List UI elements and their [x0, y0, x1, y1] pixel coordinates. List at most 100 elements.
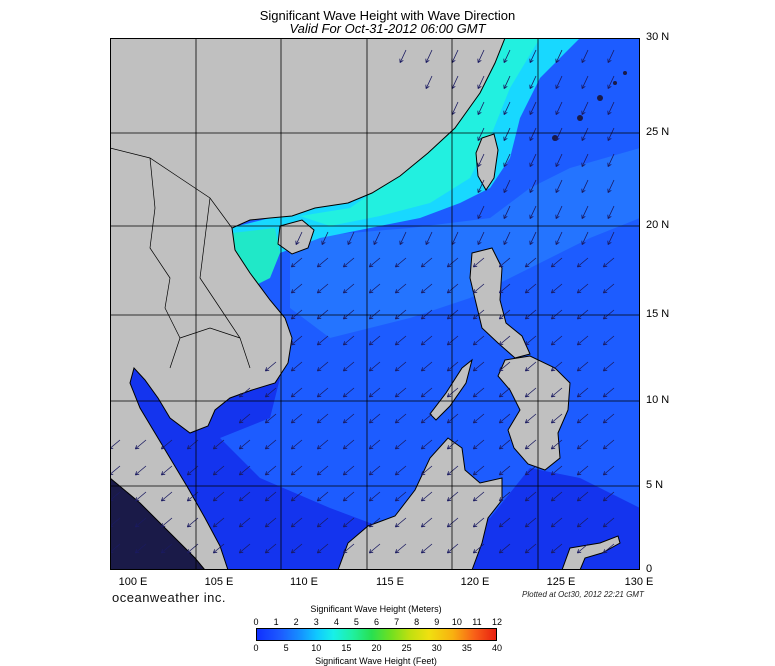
- wave-direction-arrow: [555, 75, 563, 90]
- sea-mid-zone: [290, 148, 640, 338]
- wave-direction-arrow: [420, 491, 433, 502]
- wave-direction-arrow: [550, 517, 563, 528]
- wave-direction-arrow: [399, 231, 407, 246]
- wave-direction-arrow: [347, 231, 355, 246]
- legend-meter-tick: 4: [333, 617, 339, 627]
- wave-direction-arrow: [394, 439, 407, 450]
- wave-direction-arrow: [290, 387, 303, 398]
- land-sumatra: [110, 477, 206, 570]
- wave-direction-arrow: [290, 309, 303, 320]
- wave-direction-arrow: [602, 335, 615, 346]
- wave-direction-arrow: [290, 465, 303, 476]
- wave-direction-arrow: [607, 101, 615, 116]
- wave-direction-arrow: [498, 387, 511, 398]
- wave-direction-arrow: [550, 439, 563, 450]
- wave-direction-arrow: [394, 465, 407, 476]
- wave-direction-arrow: [602, 361, 615, 372]
- lon-label-110e: 110 E: [290, 576, 318, 588]
- wave-direction-arrow: [238, 439, 251, 450]
- wave-direction-arrow: [316, 413, 329, 424]
- land-ryukyu: [552, 71, 627, 141]
- wave-direction-arrow: [342, 387, 355, 398]
- legend-meter-tick: 10: [451, 617, 462, 627]
- wave-direction-arrow: [550, 257, 563, 268]
- lat-label-25n: 25 N: [646, 126, 670, 138]
- legend-title-meters: Significant Wave Height (Meters): [310, 604, 442, 614]
- wave-direction-arrow: [472, 543, 485, 554]
- wave-direction-arrow: [342, 465, 355, 476]
- wave-direction-arrow: [316, 543, 329, 554]
- wave-direction-arrow: [472, 387, 485, 398]
- wave-direction-arrow: [581, 231, 589, 246]
- wave-direction-arrow: [524, 387, 537, 398]
- wave-direction-arrow: [529, 179, 537, 194]
- wave-direction-arrow: [602, 309, 615, 320]
- lon-label-115e: 115 E: [376, 576, 404, 588]
- wave-direction-arrow: [607, 205, 615, 220]
- wave-direction-arrow: [212, 543, 225, 554]
- wave-direction-arrows: [110, 49, 615, 554]
- wave-direction-arrow: [550, 413, 563, 424]
- wave-direction-arrow: [503, 205, 511, 220]
- wave-direction-arrow: [394, 283, 407, 294]
- land-hainan: [277, 219, 315, 255]
- wave-direction-arrow: [503, 179, 511, 194]
- wave-direction-arrow: [342, 283, 355, 294]
- legend-feet-tick: 5: [283, 643, 289, 653]
- wave-direction-arrow: [477, 205, 485, 220]
- wave-direction-arrow: [264, 387, 277, 398]
- wave-direction-arrow: [555, 127, 563, 142]
- map-frame: [110, 38, 640, 570]
- wave-direction-arrow: [472, 361, 485, 372]
- brand-logo-text: oceanweather inc.: [112, 590, 227, 605]
- wave-direction-arrow: [212, 517, 225, 528]
- wave-direction-arrow: [316, 439, 329, 450]
- wave-direction-arrow: [316, 517, 329, 528]
- wave-direction-arrow: [264, 517, 277, 528]
- wave-direction-arrow: [446, 257, 459, 268]
- legend-feet-tick: 25: [401, 643, 412, 653]
- wave-direction-arrow: [264, 465, 277, 476]
- wave-direction-arrow: [394, 543, 407, 554]
- lat-label-5n: 5 N: [646, 479, 664, 491]
- wave-direction-arrow: [264, 361, 277, 372]
- wave-direction-arrow: [472, 335, 485, 346]
- wave-direction-arrow: [576, 491, 589, 502]
- wave-direction-arrow: [555, 49, 563, 64]
- wave-direction-arrow: [477, 179, 485, 194]
- wave-direction-arrow: [160, 465, 173, 476]
- wave-direction-arrow: [134, 465, 147, 476]
- wave-direction-arrow: [420, 283, 433, 294]
- wave-direction-arrow: [368, 283, 381, 294]
- wave-direction-arrow: [503, 101, 511, 116]
- wave-direction-arrow: [602, 439, 615, 450]
- legend-meter-tick: 7: [394, 617, 400, 627]
- wave-direction-arrow: [290, 543, 303, 554]
- wave-direction-arrow: [529, 75, 537, 90]
- wave-direction-arrow: [342, 491, 355, 502]
- wave-direction-arrow: [425, 231, 433, 246]
- wave-direction-arrow: [524, 309, 537, 320]
- wave-direction-arrow: [368, 439, 381, 450]
- wave-direction-arrow: [602, 465, 615, 476]
- wave-direction-arrow: [446, 387, 459, 398]
- wave-direction-arrow: [581, 127, 589, 142]
- wave-direction-arrow: [446, 309, 459, 320]
- wave-direction-arrow: [550, 465, 563, 476]
- wave-direction-arrow: [472, 491, 485, 502]
- wave-direction-arrow: [316, 309, 329, 320]
- wave-direction-arrow: [342, 361, 355, 372]
- plotted-timestamp: Plotted at Oct30, 2012 22:21 GMT: [522, 590, 644, 599]
- wave-direction-arrow: [529, 49, 537, 64]
- wave-direction-arrow: [524, 257, 537, 268]
- wave-direction-arrow: [477, 231, 485, 246]
- wave-direction-arrow: [368, 257, 381, 268]
- wave-direction-arrow: [550, 543, 563, 554]
- wave-direction-arrow: [368, 491, 381, 502]
- legend-meter-tick: 3: [313, 617, 319, 627]
- wave-direction-arrow: [550, 361, 563, 372]
- wave-direction-arrow: [529, 205, 537, 220]
- wave-direction-arrow: [446, 543, 459, 554]
- wave-direction-arrow: [238, 413, 251, 424]
- wave-direction-arrow: [472, 309, 485, 320]
